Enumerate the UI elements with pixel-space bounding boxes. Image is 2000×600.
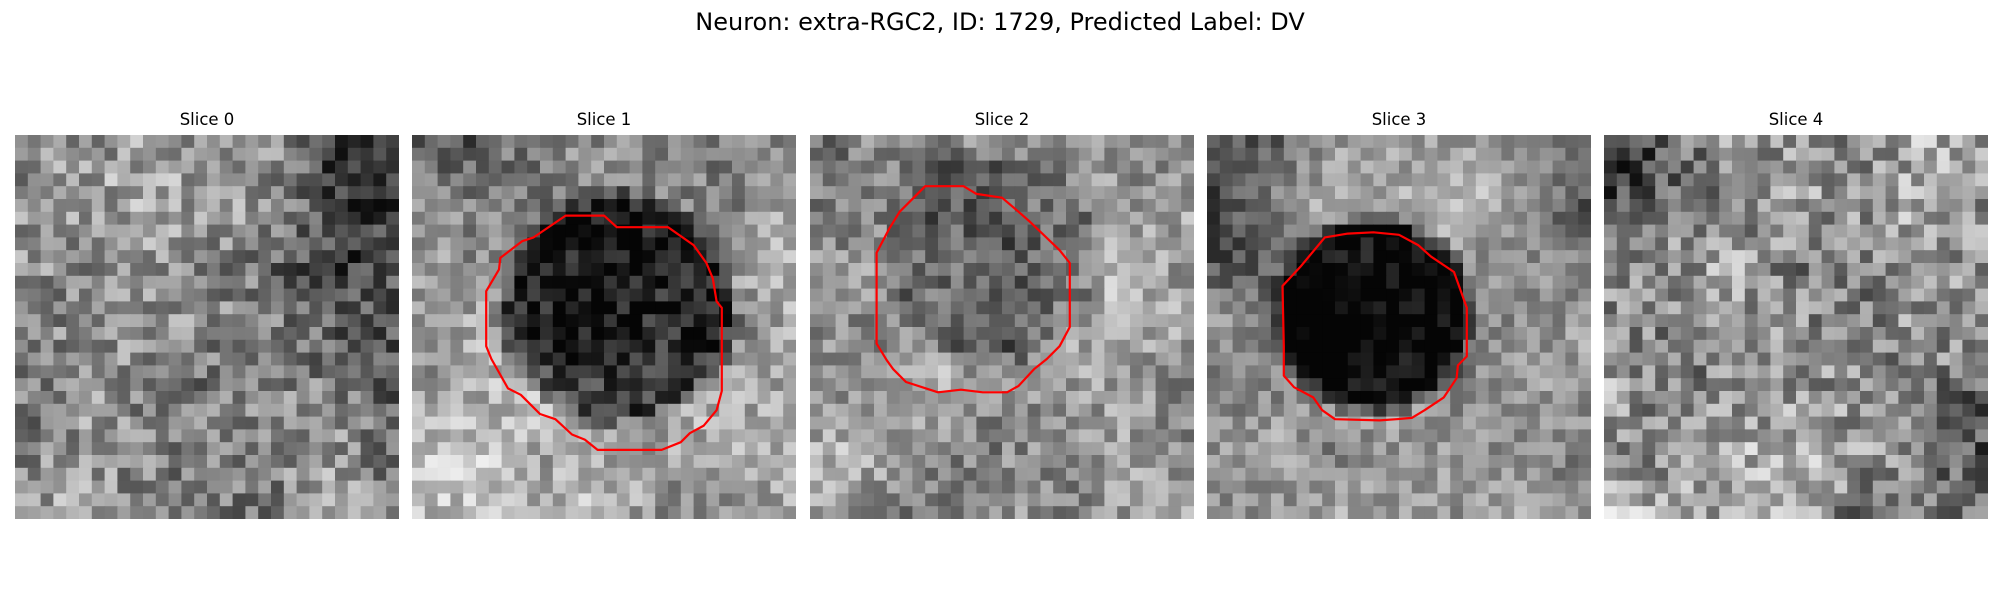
slice-2-pixel-grid (810, 135, 1194, 519)
slice-0-pixels (15, 135, 399, 519)
slice-3-image (1207, 135, 1591, 519)
slice-1-pixels (412, 135, 796, 519)
slice-4-pixel-grid (1604, 135, 1988, 519)
slice-2-image (810, 135, 1194, 519)
slice-3-title: Slice 3 (1371, 110, 1427, 129)
slice-2-cell-outline (875, 185, 1071, 394)
slice-2-title: Slice 2 (974, 110, 1030, 129)
slice-2-pixels (810, 135, 1194, 519)
slice-3-pixel-grid (1207, 135, 1591, 519)
slice-4-title: Slice 4 (1768, 110, 1824, 129)
slice-3-cell-outline (1281, 231, 1468, 422)
slice-4-pixels (1604, 135, 1988, 519)
slice-0-title: Slice 0 (179, 110, 235, 129)
figure-title: Neuron: extra-RGC2, ID: 1729, Predicted … (695, 8, 1305, 36)
slice-1-pixel-grid (412, 135, 796, 519)
slice-1-cell-outline (485, 214, 723, 451)
slice-4-image (1604, 135, 1988, 519)
slice-1-title: Slice 1 (576, 110, 632, 129)
slice-0-pixel-grid (15, 135, 399, 519)
slice-0-image (15, 135, 399, 519)
slice-1-image (412, 135, 796, 519)
slice-3-pixels (1207, 135, 1591, 519)
